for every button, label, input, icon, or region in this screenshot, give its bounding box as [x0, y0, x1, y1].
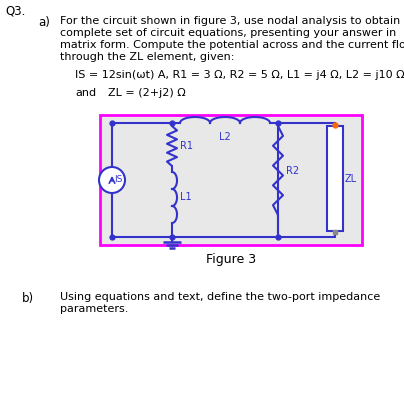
Text: parameters.: parameters.	[60, 304, 128, 314]
Text: a): a)	[38, 16, 50, 29]
Text: b): b)	[22, 292, 34, 305]
Text: L1: L1	[180, 192, 191, 202]
Text: IS = 12sin(ωt) A, R1 = 3 Ω, R2 = 5 Ω, L1 = j4 Ω, L2 = j10 Ω: IS = 12sin(ωt) A, R1 = 3 Ω, R2 = 5 Ω, L1…	[75, 70, 404, 80]
Text: Q3.: Q3.	[5, 4, 25, 17]
Bar	[327, 126, 343, 231]
Text: Using equations and text, define the two-port impedance: Using equations and text, define the two…	[60, 292, 380, 302]
Text: ZL: ZL	[345, 174, 357, 184]
Text: complete set of circuit equations, presenting your answer in: complete set of circuit equations, prese…	[60, 28, 396, 38]
Text: IS: IS	[114, 174, 122, 184]
Text: matrix form. Compute the potential across and the current flowing: matrix form. Compute the potential acros…	[60, 40, 404, 50]
Bar	[100, 115, 362, 245]
Text: and: and	[75, 88, 96, 98]
Text: L2: L2	[219, 132, 231, 142]
Text: Figure 3: Figure 3	[206, 253, 256, 266]
Circle shape	[99, 167, 125, 193]
Text: through the ZL element, given:: through the ZL element, given:	[60, 52, 234, 62]
Text: R2: R2	[286, 166, 299, 176]
Text: ZL = (2+j2) Ω: ZL = (2+j2) Ω	[108, 88, 186, 98]
Text: For the circuit shown in figure 3, use nodal analysis to obtain a: For the circuit shown in figure 3, use n…	[60, 16, 404, 26]
Text: R1: R1	[180, 141, 193, 151]
